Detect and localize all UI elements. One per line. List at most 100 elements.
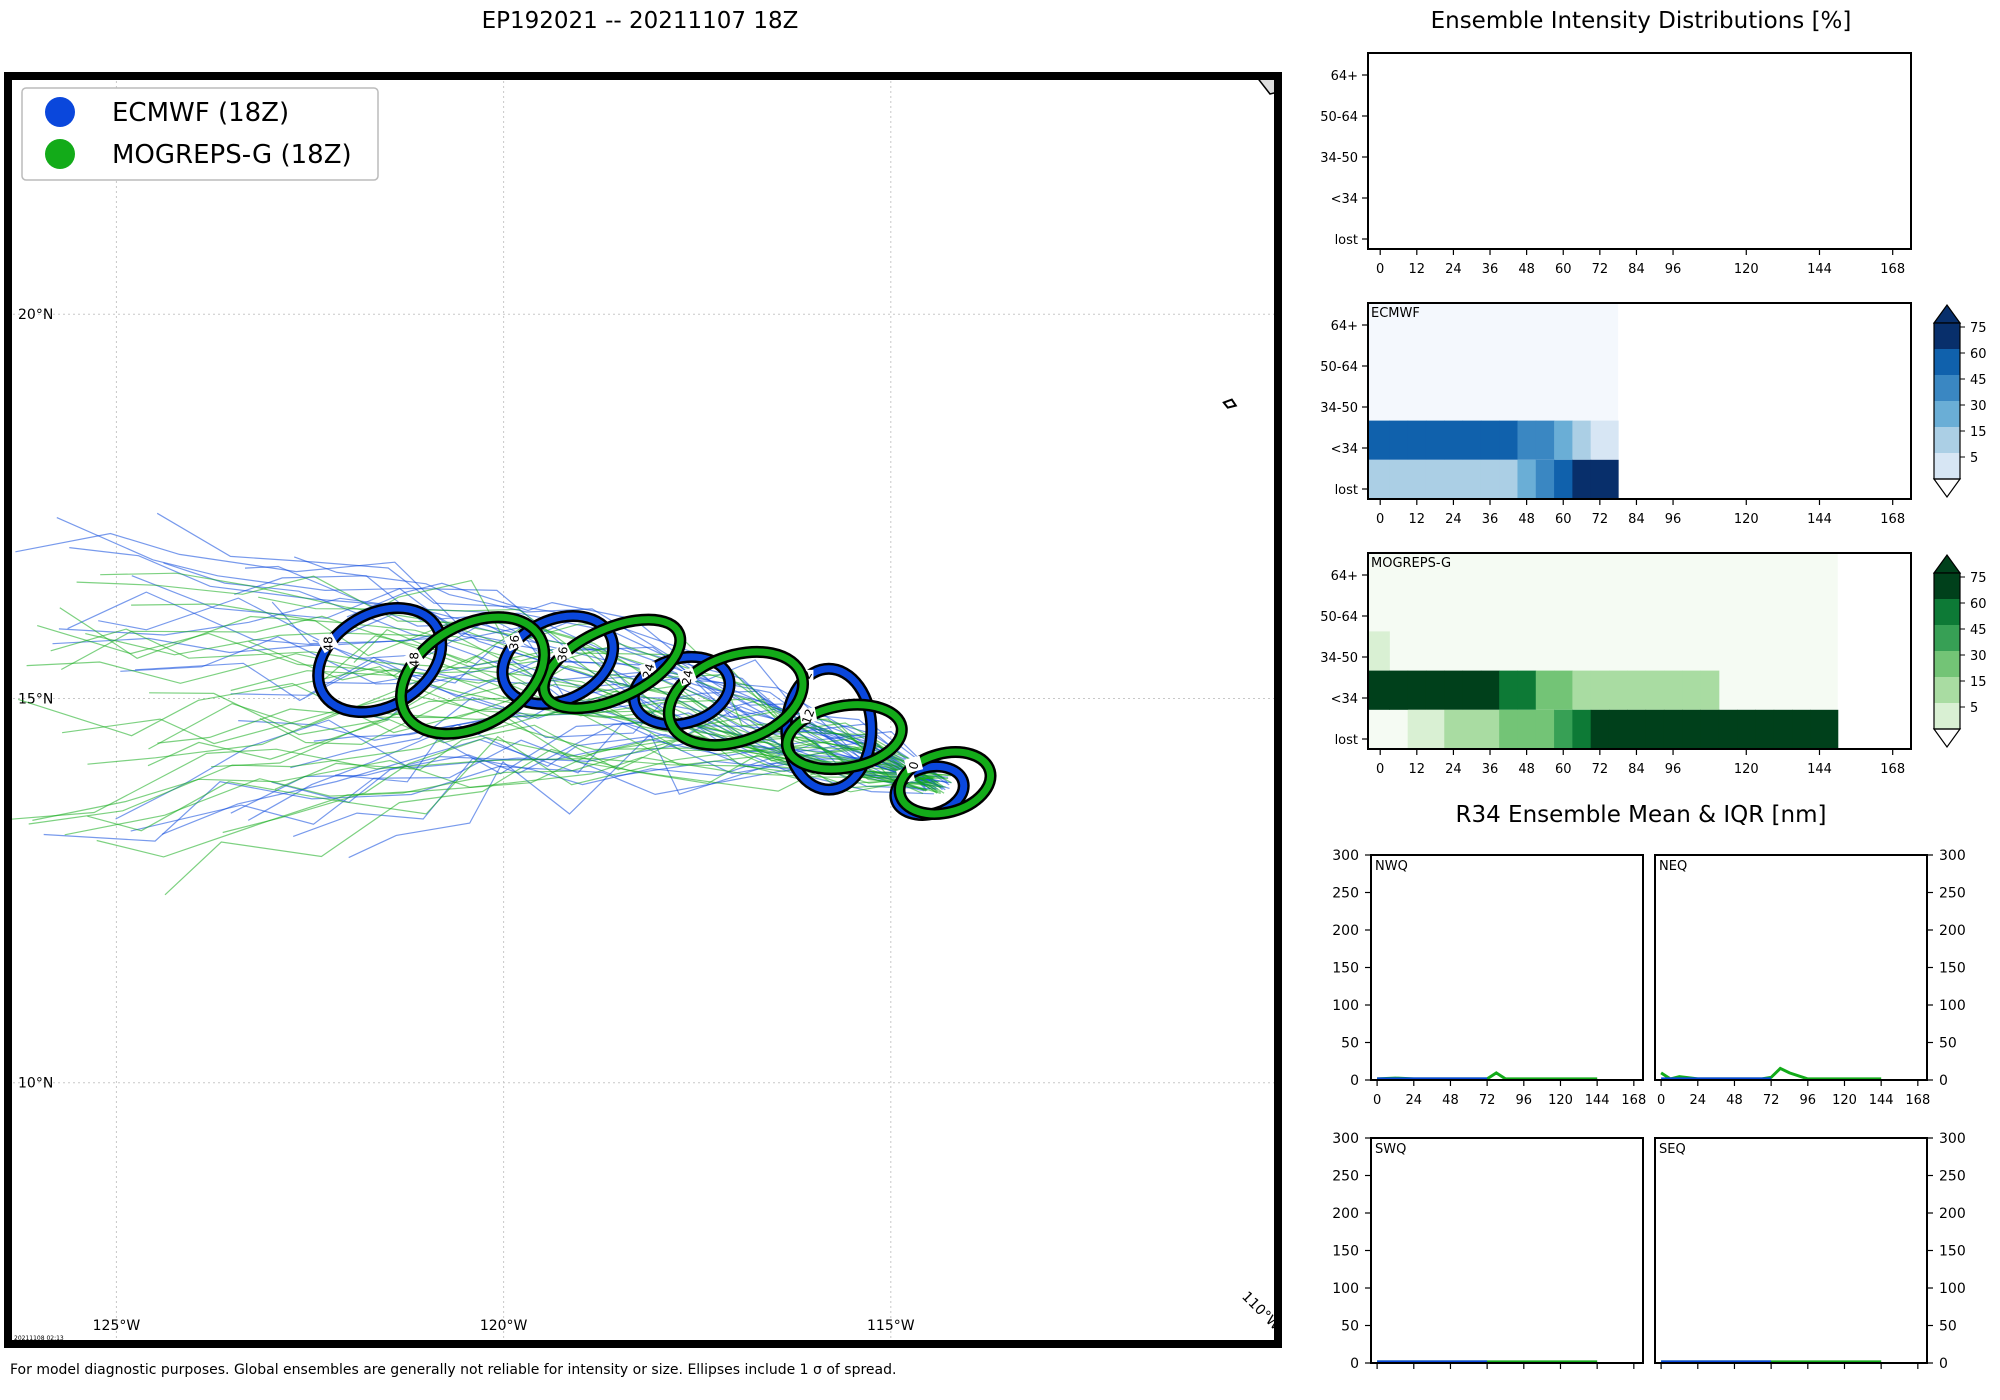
legend-box xyxy=(21,87,379,181)
colorbar-swatch xyxy=(1934,677,1960,703)
ensemble-track xyxy=(37,625,927,792)
lat-label: 10°N xyxy=(18,1076,53,1092)
x-tick-label: 168 xyxy=(1621,1093,1646,1108)
hour-label-bg xyxy=(799,707,818,724)
ensemble-track xyxy=(222,736,923,834)
y-tick-label: 150 xyxy=(1939,961,1966,977)
x-tick-label: 84 xyxy=(1628,262,1645,277)
colorbar-tick-label: 45 xyxy=(1970,373,1987,388)
ensemble-tracks xyxy=(4,512,952,896)
heatmap-cell xyxy=(1517,459,1537,499)
x-tick-label: 144 xyxy=(1807,762,1832,777)
y-tick-label: 34-50 xyxy=(1320,151,1358,166)
x-tick-label: 24 xyxy=(1690,1093,1707,1108)
ellipse-ecmwf-36: 36 xyxy=(496,610,620,711)
colorbar-swatch xyxy=(1934,375,1960,401)
heatmap-cell xyxy=(1368,670,1390,710)
hour-label-bg xyxy=(317,633,339,654)
legend-label: ECMWF (18Z) xyxy=(112,98,289,128)
y-tick-label: 150 xyxy=(1332,961,1359,977)
ensemble-track xyxy=(230,656,929,783)
colorbar-extend-min xyxy=(1932,728,1962,749)
hour-label-bg xyxy=(503,631,525,652)
x-tick-label: 96 xyxy=(1665,262,1682,277)
panel-label: NEQ xyxy=(1659,859,1687,874)
hour-label: 48 xyxy=(407,652,421,667)
heatmap-cell xyxy=(1368,420,1390,460)
colorbar-swatch xyxy=(1934,625,1960,651)
x-tick-label: 72 xyxy=(1592,762,1609,777)
panel-frame xyxy=(1654,1137,1928,1364)
ellipse-ring xyxy=(783,701,906,773)
x-tick-label: 120 xyxy=(1734,512,1759,527)
x-tick-label: 48 xyxy=(1726,1093,1743,1108)
x-tick-label: 36 xyxy=(1482,512,1499,527)
heatmap-cell xyxy=(1663,670,1683,710)
x-tick-label: 48 xyxy=(1442,1093,1459,1108)
y-tick-label: 300 xyxy=(1332,1131,1359,1147)
ensemble-track xyxy=(348,733,938,859)
panel-label: SWQ xyxy=(1375,1142,1406,1157)
ellipse-mogreps-g-36: 36 xyxy=(537,613,687,715)
colorbar-extend-min xyxy=(1932,478,1962,499)
heatmap-cell xyxy=(1444,670,1464,710)
y-tick-label: 100 xyxy=(1939,998,1966,1014)
r34-series-line xyxy=(1660,1066,1882,1081)
heatmap-cell xyxy=(1480,709,1500,749)
heatmap-cell xyxy=(1368,459,1390,499)
x-tick-label: 12 xyxy=(1409,762,1426,777)
colorbar-tick-label: 75 xyxy=(1970,321,1987,336)
heatmap-cell xyxy=(1462,670,1482,710)
heatmap-cell xyxy=(1755,709,1775,749)
x-tick-label: 24 xyxy=(1445,262,1462,277)
panel-frame xyxy=(1367,552,1912,750)
x-tick-label: 60 xyxy=(1555,762,1572,777)
ellipse-mogreps-g-48: 48 xyxy=(395,611,551,740)
y-tick-label: 64+ xyxy=(1331,319,1358,334)
lon-label: 120°W xyxy=(480,1318,528,1334)
y-tick-label: 100 xyxy=(1332,1281,1359,1297)
heatmap-cell xyxy=(1389,670,1409,710)
heatmap-cell xyxy=(1480,670,1500,710)
intensity-panel-ecmwf: 64+ 50-64 34-50 <34 lost 0 12 24 36 48 60 72 84 96 120… xyxy=(1320,302,1987,527)
colorbar-swatch xyxy=(1934,453,1960,479)
x-tick-label: 144 xyxy=(1807,512,1832,527)
x-tick-label: 96 xyxy=(1516,1093,1533,1108)
timestamp: 20211108 02:13 xyxy=(14,1335,64,1342)
hour-label: 36 xyxy=(507,634,522,650)
heatmap-cell xyxy=(1407,420,1427,460)
heatmap-cell xyxy=(1718,709,1738,749)
x-tick-label: 72 xyxy=(1592,262,1609,277)
intensity-title: Ensemble Intensity Distributions [%] xyxy=(1430,8,1852,34)
heatmap-cell xyxy=(1407,709,1427,749)
y-tick-label: 0 xyxy=(1350,1073,1359,1089)
x-tick-label: 0 xyxy=(1373,1093,1381,1108)
panel-label: SEQ xyxy=(1659,1142,1686,1157)
ellipse-ring xyxy=(397,613,548,738)
heatmap-cell xyxy=(1700,709,1720,749)
heatmap-cell xyxy=(1737,709,1756,749)
x-tick-label: 168 xyxy=(1880,512,1905,527)
heatmap-cell xyxy=(1462,420,1482,460)
x-tick-label: 0 xyxy=(1376,512,1384,527)
y-tick-label: 0 xyxy=(1939,1356,1948,1372)
colorbar-extend-max xyxy=(1932,553,1962,574)
ensemble-track xyxy=(274,724,952,790)
hour-label: 48 xyxy=(322,636,336,651)
panel-frame xyxy=(1367,52,1912,250)
heatmap-cell xyxy=(1590,420,1619,460)
heatmap-cell xyxy=(1572,420,1592,460)
heatmap-cell xyxy=(1663,709,1683,749)
x-tick-label: 96 xyxy=(1665,762,1682,777)
heatmap-cell xyxy=(1389,459,1409,499)
heatmap-cell xyxy=(1682,709,1702,749)
x-tick-label: 168 xyxy=(1880,262,1905,277)
heatmap-cell xyxy=(1773,709,1793,749)
x-tick-label: 84 xyxy=(1628,512,1645,527)
x-tick-label: 36 xyxy=(1482,262,1499,277)
x-tick-label: 24 xyxy=(1445,762,1462,777)
r34-panel-swq: SWQ050100150200250300024487296120144168 xyxy=(1332,1131,1644,1372)
x-tick-label: 36 xyxy=(1482,762,1499,777)
heatmap-cell xyxy=(1608,709,1628,749)
y-tick-label: 64+ xyxy=(1331,69,1358,84)
